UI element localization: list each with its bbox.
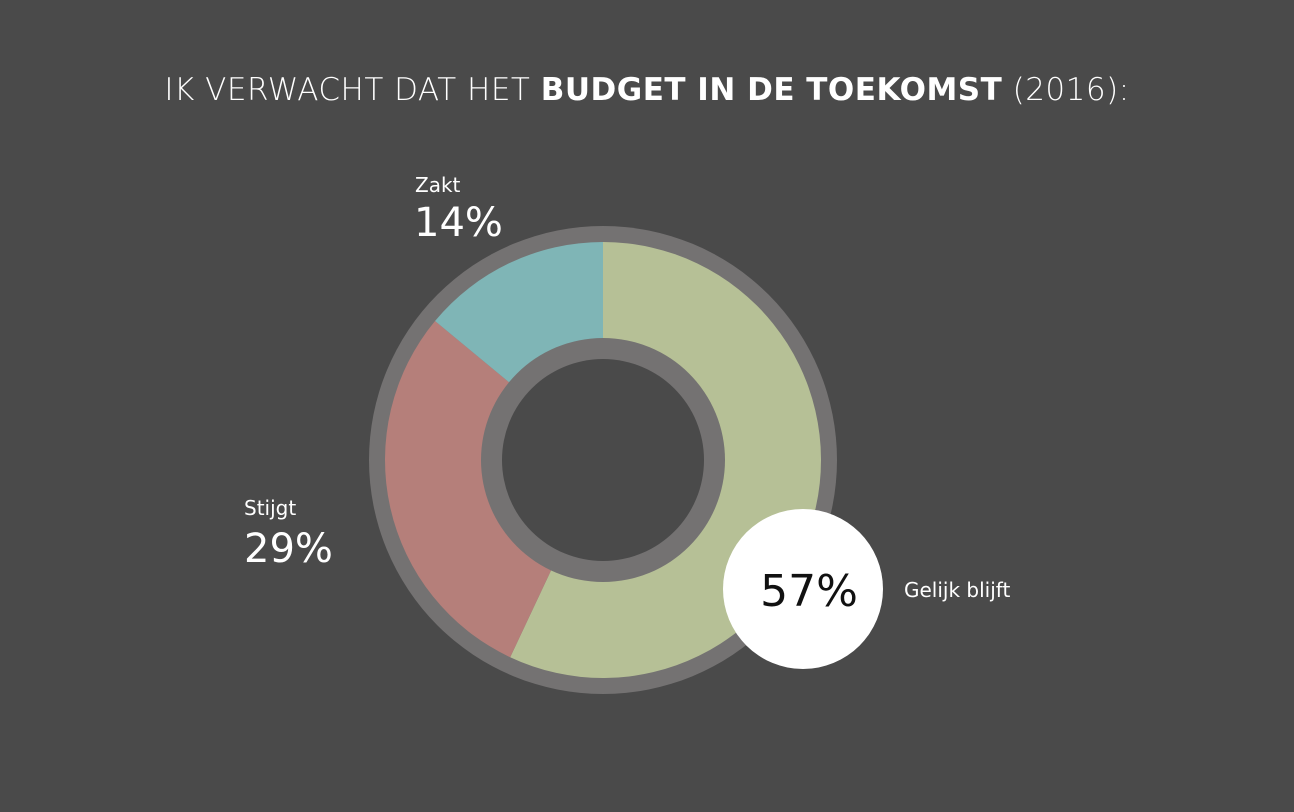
label-name-gelijk: Gelijk blijft [904, 578, 1010, 602]
donut-hole [502, 359, 704, 561]
title-prefix: IK VERWACHT DAT HET [164, 72, 541, 108]
label-name-stijgt: Stijgt [244, 496, 296, 520]
label-value-gelijk: 57% [760, 566, 858, 617]
highlight-circle [723, 509, 883, 669]
chart-title: IK VERWACHT DAT HET BUDGET IN DE TOEKOMS… [0, 72, 1294, 108]
label-value-zakt: 14% [414, 200, 503, 246]
label-value-stijgt: 29% [244, 526, 333, 572]
title-suffix: (2016): [1002, 72, 1130, 108]
label-name-zakt: Zakt [415, 173, 461, 197]
title-bold: BUDGET IN DE TOEKOMST [540, 72, 1003, 108]
